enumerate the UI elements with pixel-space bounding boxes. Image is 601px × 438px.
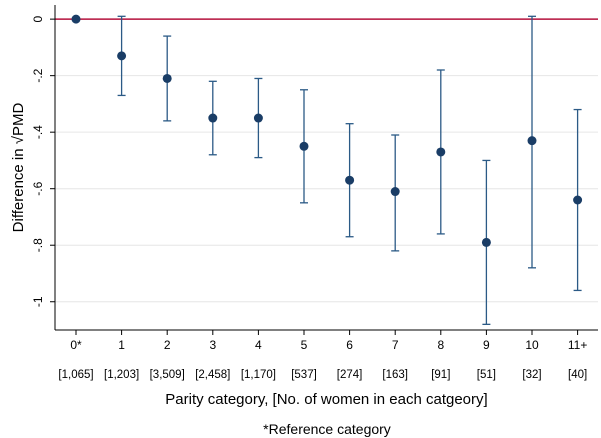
y-tick-label: -.4 bbox=[31, 125, 45, 139]
x-tick-label: 7 bbox=[392, 338, 399, 352]
footnote: *Reference category bbox=[263, 421, 391, 437]
data-point bbox=[573, 195, 583, 205]
x-axis-title: Parity category, [No. of women in each c… bbox=[165, 391, 487, 408]
y-tick-label: -1 bbox=[31, 296, 45, 307]
y-axis-ticks: 0 -.2 -.4 -.6 -.8 -1 bbox=[31, 15, 55, 307]
x-tick-label: 8 bbox=[437, 338, 444, 352]
x-axis-ticks: 0* [1,065] 1 [1,203] 2 [3,509] 3 [2,458] 4 [1,170… bbox=[58, 330, 587, 381]
data-points bbox=[71, 14, 583, 247]
x-tick-label: 4 bbox=[255, 338, 262, 352]
x-tick-label: 0* bbox=[70, 338, 82, 352]
data-point bbox=[527, 136, 537, 146]
x-tick-label: 3 bbox=[209, 338, 216, 352]
x-count-label: [1,203] bbox=[104, 369, 139, 381]
y-tick-label: -.8 bbox=[31, 238, 45, 252]
data-point bbox=[117, 51, 127, 61]
y-tick-label: -.6 bbox=[31, 181, 45, 195]
x-count-label: [3,509] bbox=[150, 369, 185, 381]
x-count-label: [1,170] bbox=[241, 369, 276, 381]
x-count-label: [163] bbox=[382, 369, 408, 381]
data-point bbox=[208, 113, 218, 123]
error-bars bbox=[117, 15, 582, 325]
data-point bbox=[436, 147, 446, 157]
x-count-label: [91] bbox=[431, 369, 450, 381]
data-point bbox=[390, 187, 400, 197]
y-tick-label: 0 bbox=[31, 15, 45, 22]
x-tick-label: 5 bbox=[301, 338, 308, 352]
grid-lines bbox=[55, 18, 598, 303]
x-tick-label: 6 bbox=[346, 338, 353, 352]
data-point bbox=[162, 73, 172, 83]
x-count-label: [51] bbox=[477, 369, 496, 381]
x-tick-label: 10 bbox=[525, 338, 539, 352]
data-point bbox=[299, 141, 309, 151]
y-tick-label: -.2 bbox=[31, 68, 45, 82]
x-tick-label: 11+ bbox=[568, 338, 587, 352]
data-point bbox=[71, 14, 81, 24]
x-count-label: [2,458] bbox=[195, 369, 230, 381]
x-count-label: [32] bbox=[522, 369, 541, 381]
x-tick-label: 1 bbox=[118, 338, 125, 352]
x-count-label: [40] bbox=[568, 369, 587, 381]
x-count-label: [1,065] bbox=[58, 369, 93, 381]
x-count-label: [537] bbox=[291, 369, 317, 381]
data-point bbox=[345, 175, 355, 185]
data-point bbox=[253, 113, 263, 123]
x-tick-label: 2 bbox=[164, 338, 171, 352]
x-tick-label: 9 bbox=[483, 338, 490, 352]
x-count-label: [274] bbox=[337, 369, 363, 381]
y-axis-title: Difference in √PMD bbox=[10, 103, 27, 233]
data-point bbox=[481, 237, 491, 247]
